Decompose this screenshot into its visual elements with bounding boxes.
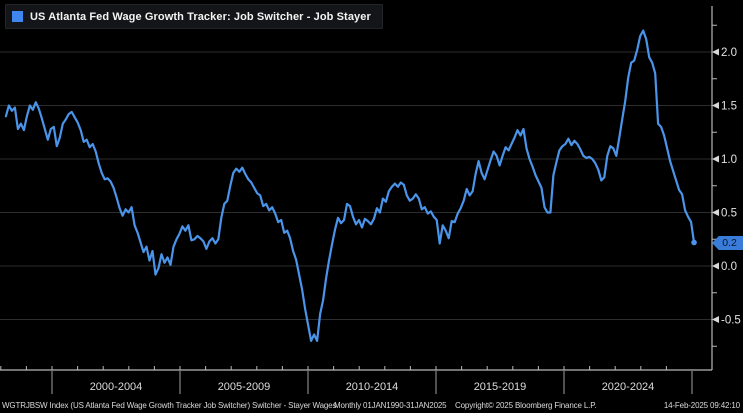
x-period-label: 2010-2014: [346, 381, 399, 393]
x-period-label: 2015-2019: [474, 381, 527, 393]
y-tick-label: 2.0: [721, 47, 737, 59]
periodicity-range: Monthly 01JAN1990-31JAN2025: [334, 401, 447, 410]
instrument-description: WGTRJBSW Index (US Atlanta Fed Wage Grow…: [2, 401, 337, 410]
status-bar: WGTRJBSW Index (US Atlanta Fed Wage Grow…: [0, 397, 743, 413]
y-tick-arrow-icon: [712, 102, 719, 109]
y-tick-arrow-icon: [712, 316, 719, 323]
x-period-label: 2005-2009: [218, 381, 271, 393]
y-tick-arrow-icon: [712, 155, 719, 163]
x-period-label: 2000-2004: [90, 381, 143, 393]
timestamp: 14-Feb-2025 09:42:10: [663, 401, 740, 410]
series-color-swatch-icon: [12, 11, 23, 22]
y-tick-arrow-icon: [712, 48, 719, 56]
series-line: [4, 29, 696, 342]
last-value-badge: 0.2: [712, 236, 743, 250]
y-tick-label: 1.5: [721, 101, 737, 113]
y-tick-label: -0.5: [721, 315, 741, 327]
y-tick-arrow-icon: [712, 209, 719, 216]
last-point-marker: [691, 239, 697, 246]
series-legend-label: US Atlanta Fed Wage Growth Tracker: Job …: [30, 10, 371, 23]
copyright-notice: Copyright© 2025 Bloomberg Finance L.P.: [455, 401, 597, 410]
x-period-label: 2020-2024: [602, 381, 655, 393]
y-tick-label: 1.0: [721, 154, 737, 166]
chart-legend[interactable]: US Atlanta Fed Wage Growth Tracker: Job …: [5, 4, 383, 29]
y-tick-arrow-icon: [712, 262, 719, 270]
y-tick-label: 0.5: [721, 208, 737, 220]
last-value-label: 0.2: [722, 237, 737, 249]
y-tick-label: 0.0: [721, 261, 737, 273]
